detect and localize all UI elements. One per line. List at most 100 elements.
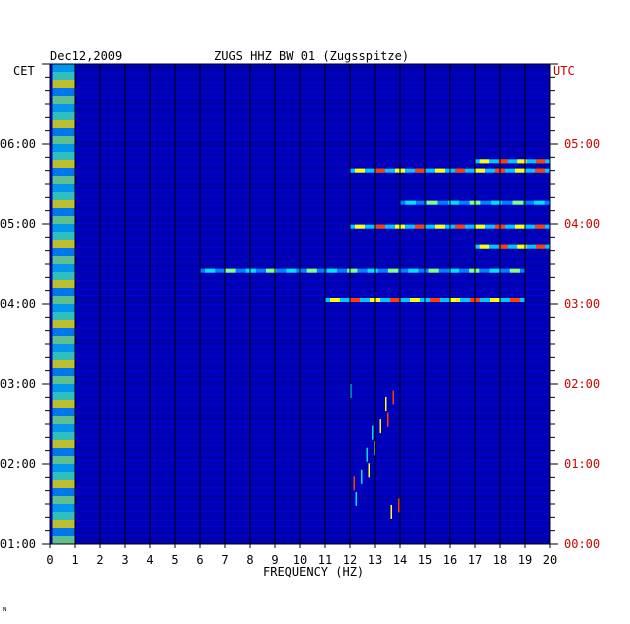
feature-band	[52, 496, 75, 504]
x-tick-label: 12	[343, 553, 357, 567]
corner-mark: ᴺ	[2, 607, 8, 617]
feature-segment	[405, 200, 417, 205]
feature-band	[52, 136, 75, 144]
x-tick-label: 1	[71, 553, 78, 567]
feature-segment	[390, 298, 400, 302]
feature-segment	[435, 224, 445, 229]
feature-segment	[469, 268, 480, 273]
feature-segment	[491, 200, 502, 205]
feature-segment	[498, 244, 508, 249]
x-axis-label: FREQUENCY (HZ)	[263, 565, 365, 579]
x-tick-label: 9	[271, 553, 278, 567]
feature-segment	[455, 168, 465, 173]
feature-segment	[479, 244, 490, 249]
feature-band	[52, 504, 75, 512]
feature-segment	[450, 298, 460, 302]
feature-spike	[390, 504, 392, 519]
feature-line	[475, 159, 550, 164]
y-left-tick-label: 06:00	[0, 137, 36, 151]
feature-segment	[455, 224, 465, 229]
feature-band	[52, 312, 75, 320]
feature-segment	[535, 168, 545, 173]
feature-segment	[535, 224, 545, 229]
feature-band	[52, 440, 75, 448]
x-tick-label: 8	[246, 553, 253, 567]
feature-segment	[509, 268, 520, 273]
feature-band	[52, 72, 75, 80]
x-tick-label: 3	[121, 553, 128, 567]
feature-segment	[515, 224, 525, 229]
feature-segment	[489, 268, 500, 273]
feature-segment	[479, 159, 490, 164]
feature-segment	[515, 168, 525, 173]
feature-band	[52, 512, 75, 520]
feature-segment	[517, 244, 527, 249]
feature-spike	[355, 491, 357, 506]
feature-segment	[475, 168, 485, 173]
feature-band	[52, 304, 75, 312]
feature-segment	[286, 268, 297, 273]
feature-band	[52, 400, 75, 408]
y-right-tick-label: 05:00	[564, 137, 600, 151]
feature-band	[52, 376, 75, 384]
feature-spike	[350, 384, 352, 398]
feature-band	[52, 112, 75, 120]
feature-band	[52, 352, 75, 360]
feature-band	[52, 176, 75, 184]
feature-band	[52, 88, 75, 96]
feature-band	[52, 152, 75, 160]
feature-band	[52, 368, 75, 376]
feature-segment	[533, 200, 545, 205]
feature-segment	[415, 168, 425, 173]
feature-band	[52, 488, 75, 496]
feature-spike	[398, 498, 400, 513]
feature-segment	[355, 168, 365, 173]
feature-segment	[375, 168, 385, 173]
x-tick-label: 16	[443, 553, 457, 567]
utc-label: UTC	[553, 64, 575, 78]
feature-band	[52, 280, 75, 288]
x-tick-label: 20	[543, 553, 557, 567]
feature-spike	[379, 419, 381, 434]
feature-band	[52, 416, 75, 424]
feature-spike	[387, 412, 389, 427]
feature-spike	[353, 476, 355, 491]
x-tick-label: 13	[368, 553, 382, 567]
x-tick-label: 11	[318, 553, 332, 567]
feature-band	[52, 120, 75, 128]
feature-segment	[410, 298, 420, 302]
feature-spike	[392, 390, 394, 405]
feature-band	[52, 536, 75, 544]
x-tick-label: 5	[171, 553, 178, 567]
feature-band	[52, 296, 75, 304]
feature-segment	[415, 224, 425, 229]
feature-band	[52, 360, 75, 368]
feature-segment	[512, 200, 524, 205]
feature-band	[52, 208, 75, 216]
x-tick-label: 0	[46, 553, 53, 567]
y-left-tick-label: 03:00	[0, 377, 36, 391]
feature-band	[52, 320, 75, 328]
feature-line	[475, 244, 550, 249]
feature-segment	[448, 268, 459, 273]
feature-segment	[225, 268, 236, 273]
feature-segment	[428, 268, 439, 273]
date-label: Dec12,2009	[50, 49, 123, 63]
feature-band	[52, 384, 75, 392]
feature-band	[52, 480, 75, 488]
feature-segment	[387, 268, 399, 273]
x-tick-label: 17	[468, 553, 482, 567]
y-left-tick-label: 01:00	[0, 537, 36, 551]
feature-band	[52, 392, 75, 400]
x-tick-label: 18	[493, 553, 507, 567]
y-left-tick-label: 02:00	[0, 457, 36, 471]
x-tick-label: 2	[96, 553, 103, 567]
y-right-tick-label: 01:00	[564, 457, 600, 471]
feature-band	[52, 232, 75, 240]
feature-band	[52, 256, 75, 264]
feature-segment	[205, 268, 216, 273]
y-right-tick-label: 02:00	[564, 377, 600, 391]
feature-band	[52, 168, 75, 176]
feature-band	[52, 272, 75, 280]
